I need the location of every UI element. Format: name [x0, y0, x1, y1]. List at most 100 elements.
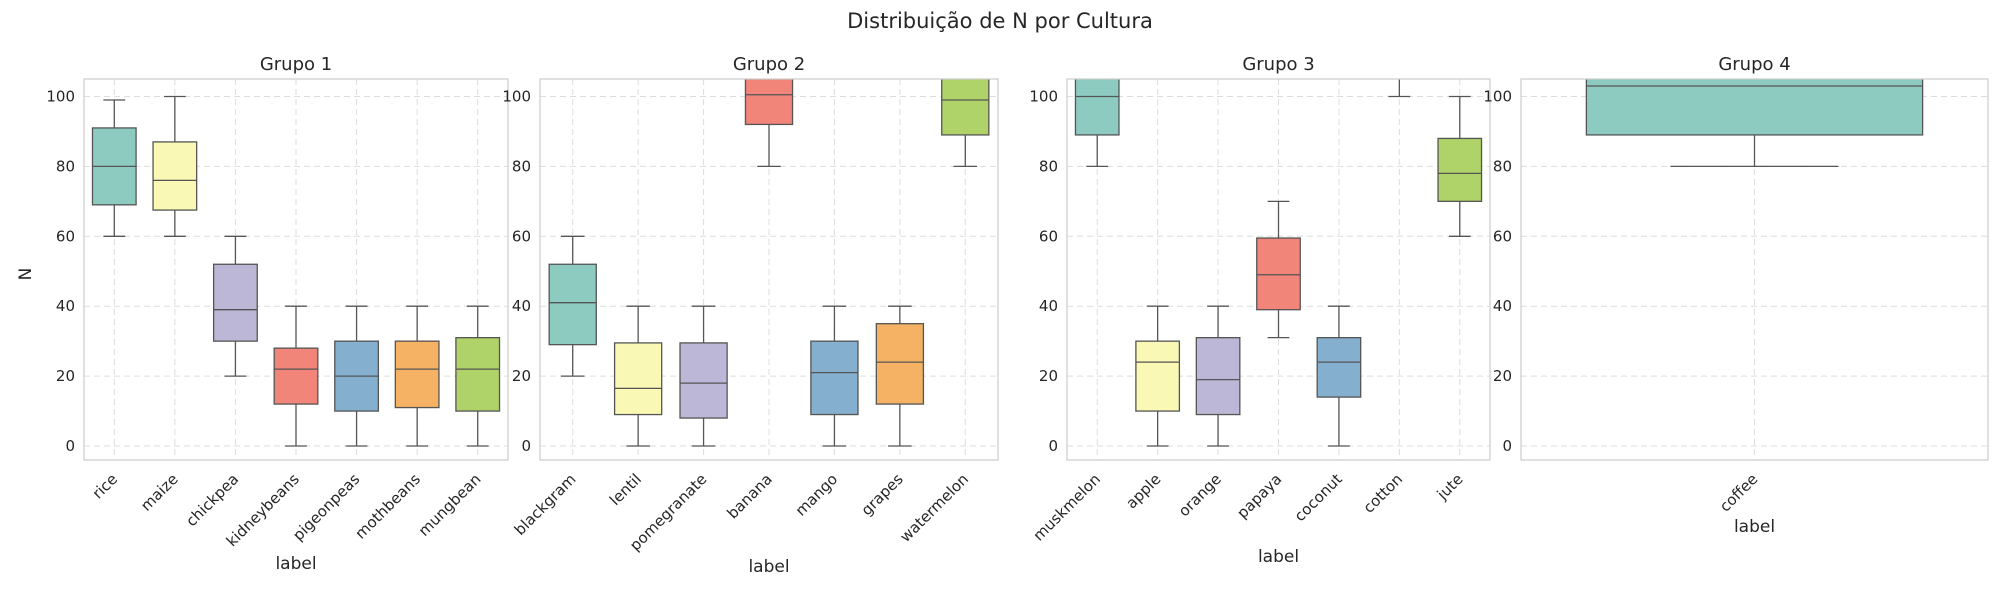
iqr-box: [1256, 237, 1301, 311]
y-tick-label: 40: [1493, 297, 1512, 315]
x-tick-label: banana: [723, 470, 775, 522]
x-tick-label: mungbean: [415, 470, 485, 540]
x-axis-label: label: [1258, 547, 1299, 567]
x-tick-label: grapes: [858, 470, 907, 519]
y-tick-label: 0: [1502, 437, 1512, 455]
x-axis-label: label: [1734, 517, 1775, 537]
box-coffee: [1585, 79, 1924, 168]
iqr-box: [1378, 0, 1422, 69]
box-rice: [91, 99, 137, 237]
x-tick-label: chickpea: [182, 470, 242, 530]
y-tick-label: 40: [1039, 297, 1058, 315]
plot-frame: [1520, 78, 1989, 461]
x-tick-label: orange: [1175, 470, 1225, 520]
y-tick-label: 60: [512, 227, 531, 245]
y-tick-label: 100: [1483, 87, 1512, 105]
iqr-box: [1135, 340, 1181, 412]
x-tick-label: maize: [137, 470, 182, 515]
chart-title: Distribuição de N por Cultura: [847, 9, 1153, 33]
x-tick-label: coffee: [1716, 470, 1761, 515]
iqr-box: [455, 337, 501, 412]
box-muskmelon: [1074, 79, 1120, 168]
y-tick-label: 0: [1048, 437, 1058, 455]
iqr-box: [1316, 337, 1362, 398]
boxes-layer: [548, 79, 990, 447]
plot-frame: [1066, 78, 1491, 461]
box-mothbeans: [394, 305, 440, 447]
iqr-box: [394, 340, 440, 409]
x-tick-label: apple: [1122, 470, 1164, 512]
x-axis-label: label: [748, 557, 789, 577]
panel-title: Grupo 2: [733, 54, 805, 75]
iqr-box: [1585, 79, 1924, 136]
iqr-box: [273, 347, 319, 405]
iqr-box: [810, 340, 859, 416]
panel-title: Grupo 4: [1718, 54, 1790, 75]
box-watermelon: [941, 79, 990, 168]
y-tick-label: 80: [1493, 157, 1512, 175]
y-tick-label: 20: [1493, 367, 1512, 385]
x-tick-label: mango: [792, 470, 842, 520]
box-maize: [152, 95, 198, 237]
y-tick-label: 80: [512, 157, 531, 175]
y-tick-label: 60: [1493, 227, 1512, 245]
x-tick-label: muskmelon: [1030, 470, 1104, 544]
iqr-box: [679, 342, 728, 419]
y-tick-label: 100: [1029, 87, 1058, 105]
y-tick-label: 100: [502, 87, 531, 105]
box-coconut: [1316, 305, 1362, 447]
iqr-box: [212, 263, 258, 342]
y-tick-label: 20: [56, 367, 75, 385]
x-tick-label: blackgram: [511, 470, 580, 539]
iqr-box: [613, 342, 663, 416]
panel-3: 0 20 40 60 80 100 Grupo 3 muskmelon apple orange p…: [1029, 0, 1491, 567]
x-tick-label: papaya: [1233, 470, 1285, 522]
y-tick-label: 60: [56, 227, 75, 245]
x-tick-label: mothbeans: [352, 470, 425, 543]
box-mungbean: [455, 305, 501, 447]
x-tick-label: lentil: [606, 470, 645, 509]
x-tick-label: coconut: [1291, 470, 1346, 525]
iqr-box: [1437, 137, 1483, 202]
box-grapes: [875, 305, 925, 447]
boxes-layer: [1585, 79, 1924, 168]
y-tick-label: 80: [56, 157, 75, 175]
box-orange: [1195, 305, 1241, 447]
iqr-box: [548, 263, 597, 346]
y-tick-label: 40: [56, 297, 75, 315]
box-pomegranate: [679, 305, 728, 447]
box-mango: [810, 305, 859, 447]
box-lentil: [613, 305, 663, 447]
x-tick-label: watermelon: [896, 470, 972, 546]
y-axis-label: N: [16, 268, 36, 281]
iqr-box: [744, 79, 794, 126]
y-tick-label: 40: [512, 297, 531, 315]
y-tick-label: 0: [521, 437, 531, 455]
plot-frame: [83, 78, 509, 461]
iqr-box: [1195, 337, 1241, 416]
x-axis-label: label: [275, 554, 316, 574]
y-tick-label: 20: [1039, 367, 1058, 385]
y-tick-label: 80: [1039, 157, 1058, 175]
y-tick-label: 60: [1039, 227, 1058, 245]
iqr-box: [1074, 79, 1120, 136]
y-tick-label: 0: [65, 437, 75, 455]
boxes-layer: [91, 95, 501, 447]
plot-frame: [539, 78, 999, 461]
iqr-box: [941, 79, 990, 136]
y-tick-label: 100: [46, 87, 75, 105]
x-tick-label: cotton: [1360, 470, 1407, 517]
box-apple: [1135, 305, 1181, 447]
box-kidneybeans: [273, 305, 319, 447]
iqr-box: [152, 141, 198, 211]
iqr-box: [875, 323, 925, 405]
box-chickpea: [212, 235, 258, 377]
box-papaya: [1256, 200, 1301, 339]
boxes-layer: [1074, 0, 1483, 447]
box-blackgram: [548, 235, 597, 377]
x-tick-label: jute: [1433, 470, 1467, 504]
